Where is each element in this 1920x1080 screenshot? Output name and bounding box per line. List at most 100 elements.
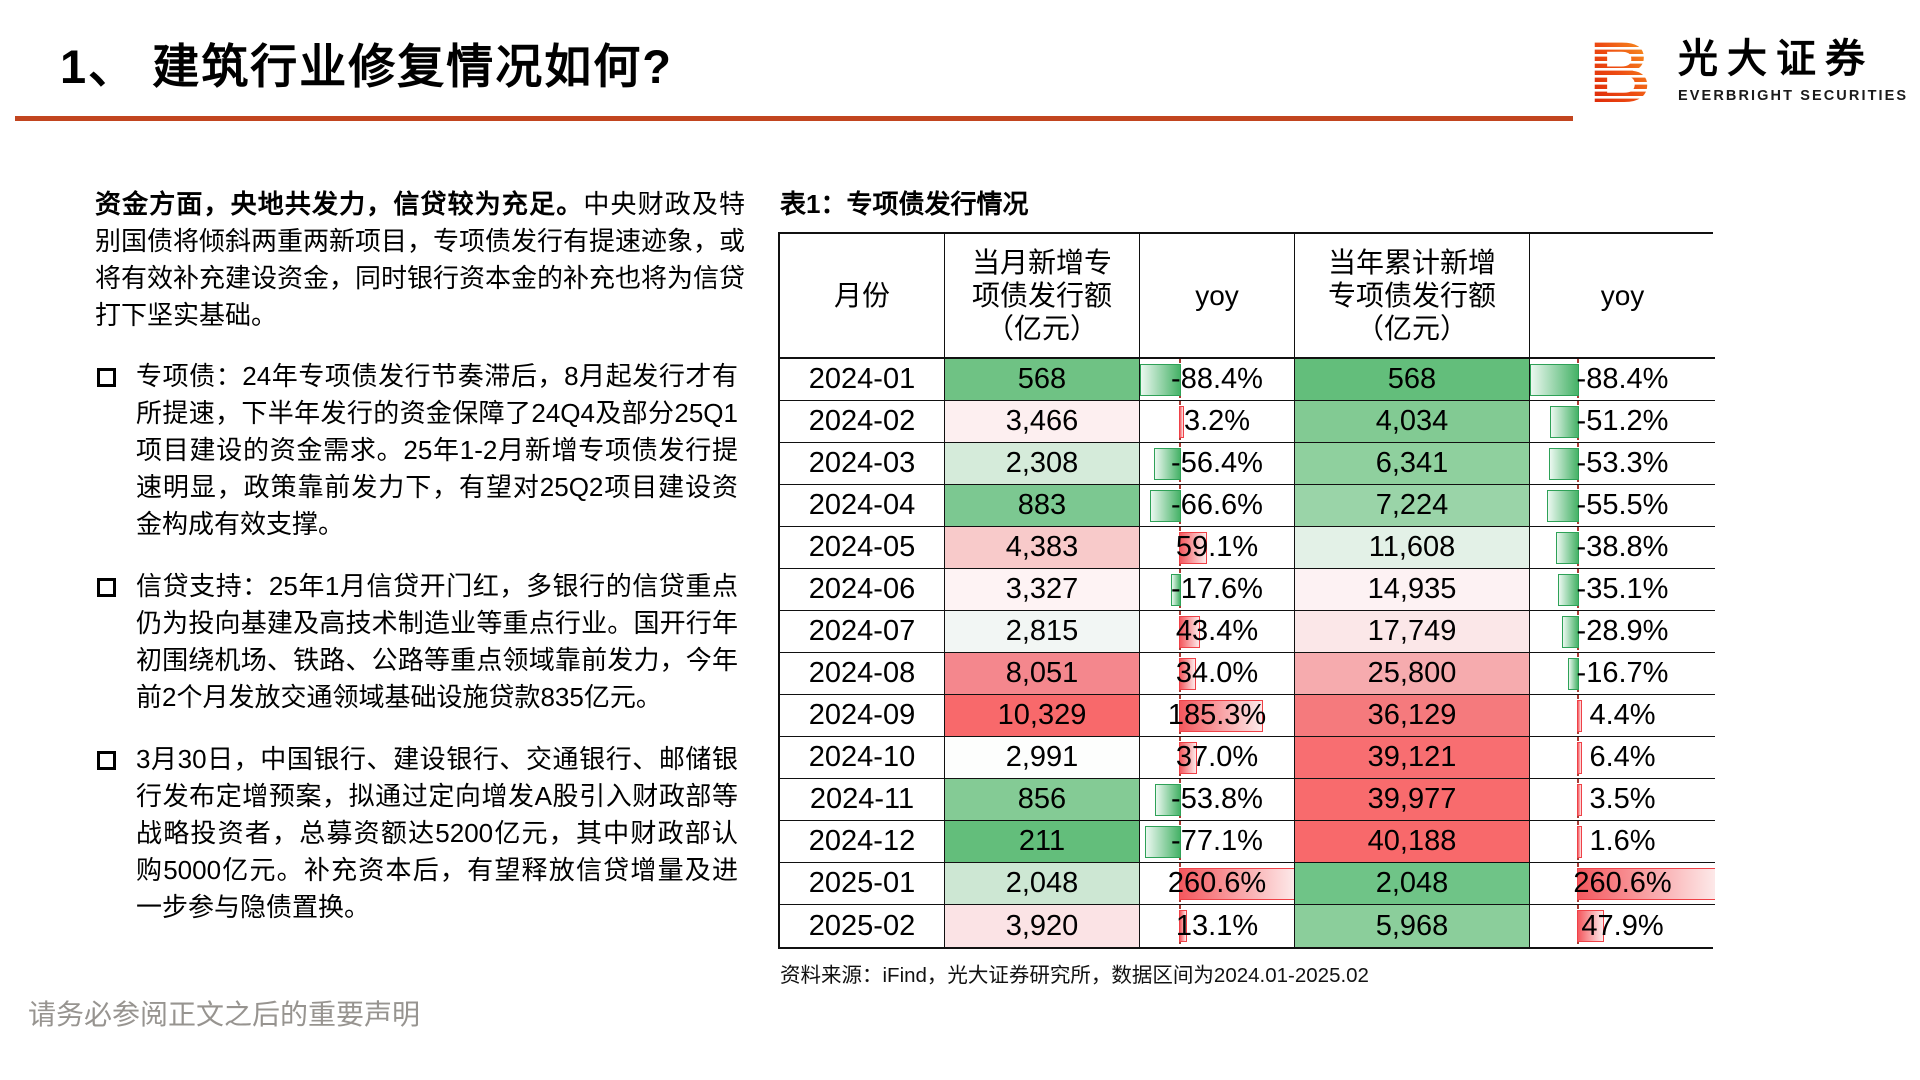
yoy-value: 260.6% [1167, 867, 1267, 899]
databar [1558, 574, 1579, 606]
cell-yoy: 43.4% [1140, 611, 1295, 653]
cell-month: 2024-08 [780, 653, 945, 695]
bullet-square-icon [97, 578, 116, 597]
databar [1576, 826, 1583, 858]
bullet-square-icon [97, 368, 116, 387]
yoy-value: -66.6% [1171, 489, 1263, 521]
cell-cumulative-issuance: 5,968 [1295, 905, 1530, 947]
cell-cumulative-issuance: 11,608 [1295, 527, 1530, 569]
left-text-column: 资金方面，央地共发力，信贷较为充足。中央财政及特别国债将倾斜两重两新项目，专项债… [95, 186, 745, 951]
cell-month: 2024-12 [780, 821, 945, 863]
databar [1549, 406, 1579, 438]
cell-yoy: -35.1% [1530, 569, 1715, 611]
cell-yoy: 3.2% [1140, 401, 1295, 443]
databar [1179, 742, 1198, 774]
databar [1179, 910, 1187, 942]
cell-month: 2025-02 [780, 905, 945, 947]
cell-monthly-issuance: 883 [945, 485, 1140, 527]
table-header-col2: 当月新增专 项债发行额 （亿元） [945, 234, 1140, 359]
cell-cumulative-issuance: 36,129 [1295, 695, 1530, 737]
cell-monthly-issuance: 4,383 [945, 527, 1140, 569]
yoy-value: 37.0% [1175, 741, 1259, 773]
cell-yoy: -56.4% [1140, 443, 1295, 485]
cell-monthly-issuance: 2,815 [945, 611, 1140, 653]
yoy-value: 34.0% [1175, 657, 1259, 689]
cell-yoy: 59.1% [1140, 527, 1295, 569]
cell-monthly-issuance: 856 [945, 779, 1140, 821]
table-source-note: 资料来源：iFind，光大证券研究所，数据区间为2024.01-2025.02 [780, 964, 1369, 987]
cell-yoy: -51.2% [1530, 401, 1715, 443]
yoy-value: -77.1% [1171, 825, 1263, 857]
disclaimer-footer: 请务必参阅正文之后的重要声明 [28, 999, 421, 1030]
databar [1576, 910, 1605, 942]
cell-month: 2024-02 [780, 401, 945, 443]
cell-cumulative-issuance: 568 [1295, 359, 1530, 401]
table-header-col4: 当年累计新增 专项债发行额 （亿元） [1295, 234, 1530, 359]
databar [1140, 364, 1181, 396]
yoy-value: 59.1% [1175, 531, 1259, 563]
bullet-list: 专项债：24年专项债发行节奏滞后，8月起发行才有所提速，下半年发行的资金保障了2… [95, 358, 745, 926]
bullet-text: 信贷支持：25年1月信贷开门红，多银行的信贷重点仍为投向基建及高技术制造业等重点… [136, 571, 738, 712]
cell-yoy: 260.6% [1530, 863, 1715, 905]
cell-cumulative-issuance: 39,121 [1295, 737, 1530, 779]
cell-monthly-issuance: 2,308 [945, 443, 1140, 485]
cell-month: 2024-04 [780, 485, 945, 527]
databar [1576, 784, 1583, 816]
yoy-value: 3.5% [1589, 783, 1656, 815]
yoy-value: -56.4% [1171, 447, 1263, 479]
cell-yoy: -88.4% [1140, 359, 1295, 401]
cell-yoy: 1.6% [1530, 821, 1715, 863]
cell-cumulative-issuance: 14,935 [1295, 569, 1530, 611]
page-title: 1、 建筑行业修复情况如何? [60, 40, 673, 93]
databar [1576, 742, 1583, 774]
bullet-item: 3月30日，中国银行、建设银行、交通银行、邮储银行发布定增预案，拟通过定向增发A… [95, 741, 745, 926]
databar [1154, 448, 1181, 480]
cell-monthly-issuance: 2,048 [945, 863, 1140, 905]
cell-yoy: 4.4% [1530, 695, 1715, 737]
yoy-value: 6.4% [1589, 741, 1656, 773]
databar [1144, 826, 1181, 858]
cell-monthly-issuance: 2,991 [945, 737, 1140, 779]
databar [1179, 406, 1184, 438]
table-header-col3: yoy [1140, 234, 1295, 359]
yoy-value: 1.6% [1589, 825, 1656, 857]
cell-yoy: 34.0% [1140, 653, 1295, 695]
brand-logo: B 光大证券 EVERBRIGHT SECURITIES [1588, 32, 1908, 112]
cell-cumulative-issuance: 6,341 [1295, 443, 1530, 485]
databar [1179, 700, 1263, 732]
databar [1530, 364, 1579, 396]
cell-month: 2024-09 [780, 695, 945, 737]
databar [1561, 616, 1579, 648]
lead-bold-text: 资金方面，央地共发力，信贷较为充足。 [95, 189, 584, 219]
cell-yoy: -88.4% [1530, 359, 1715, 401]
yoy-value: -38.8% [1576, 531, 1669, 563]
svg-text:B: B [1589, 32, 1651, 112]
brand-name-en: EVERBRIGHT SECURITIES [1678, 88, 1909, 104]
brand-name-cn: 光大证券 [1678, 37, 1874, 81]
cell-yoy: 3.5% [1530, 779, 1715, 821]
databar [1548, 448, 1579, 480]
lead-paragraph: 资金方面，央地共发力，信贷较为充足。中央财政及特别国债将倾斜两重两新项目，专项债… [95, 186, 745, 334]
cell-monthly-issuance: 10,329 [945, 695, 1140, 737]
yoy-value: 47.9% [1581, 909, 1664, 942]
cell-cumulative-issuance: 39,977 [1295, 779, 1530, 821]
cell-yoy: -55.5% [1530, 485, 1715, 527]
cell-month: 2024-07 [780, 611, 945, 653]
cell-yoy: 47.9% [1530, 905, 1715, 947]
table-header-col5: yoy [1530, 234, 1715, 359]
bullet-text: 专项债：24年专项债发行节奏滞后，8月起发行才有所提速，下半年发行的资金保障了2… [136, 361, 738, 539]
table-title: 表1：专项债发行情况 [780, 189, 1029, 219]
cell-monthly-issuance: 8,051 [945, 653, 1140, 695]
cell-month: 2024-01 [780, 359, 945, 401]
cell-yoy: 185.3% [1140, 695, 1295, 737]
cell-yoy: -53.3% [1530, 443, 1715, 485]
lead-rest-text: 中央财政及特别国债将倾斜两重两新项目，专项债发行有提速迹象，或将有效补充建设资金… [95, 189, 746, 330]
cell-cumulative-issuance: 40,188 [1295, 821, 1530, 863]
cell-month: 2024-11 [780, 779, 945, 821]
cell-yoy: -17.6% [1140, 569, 1295, 611]
yoy-value: 185.3% [1167, 699, 1267, 731]
cell-month: 2024-05 [780, 527, 945, 569]
cell-cumulative-issuance: 25,800 [1295, 653, 1530, 695]
bullet-item: 信贷支持：25年1月信贷开门红，多银行的信贷重点仍为投向基建及高技术制造业等重点… [95, 568, 745, 716]
cell-monthly-issuance: 211 [945, 821, 1140, 863]
